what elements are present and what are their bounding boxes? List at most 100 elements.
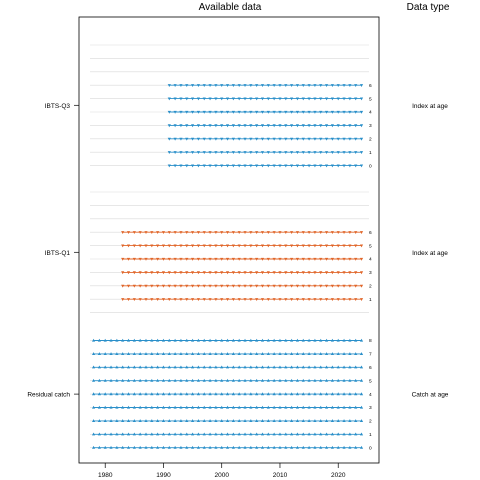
data-point-residual-catch-age-4-1978 (91, 392, 96, 396)
data-point-residual-catch-age-8-2004 (243, 338, 247, 342)
data-point-residual-catch-age-4-1996 (196, 392, 201, 396)
data-point-residual-catch-age-8-2008 (266, 338, 270, 342)
data-point-ibts-q1-age-6-1984 (126, 231, 131, 234)
data-point-residual-catch-age-2-1991 (167, 419, 171, 422)
data-point-ibts-q1-age-5-1989 (156, 244, 160, 248)
data-point-residual-catch-age-4-2001 (225, 392, 230, 396)
data-point-ibts-q3-age-1-2003 (237, 151, 241, 154)
data-point-residual-catch-age-3-2020 (336, 405, 340, 409)
data-point-residual-catch-age-8-2012 (290, 338, 294, 342)
data-point-residual-catch-age-6-1999 (214, 365, 218, 369)
data-point-residual-catch-age-0-1983 (121, 445, 125, 449)
data-point-ibts-q1-age-3-1990 (161, 271, 166, 275)
data-point-ibts-q3-age-2-2016 (313, 137, 317, 141)
age-label: 3 (369, 405, 372, 411)
data-point-ibts-q3-age-0-2007 (260, 164, 265, 168)
data-point-residual-catch-age-5-2015 (307, 378, 311, 382)
data-point-ibts-q3-age-3-2005 (249, 124, 253, 128)
data-point-ibts-q1-age-6-2003 (237, 231, 241, 234)
data-point-ibts-q1-age-5-1991 (167, 244, 171, 248)
data-point-ibts-q1-age-2-1998 (208, 284, 212, 288)
data-point-residual-catch-age-1-2017 (319, 432, 323, 436)
data-point-residual-catch-age-6-1994 (185, 365, 189, 369)
data-point-ibts-q1-age-1-2008 (266, 298, 270, 301)
data-point-ibts-q3-age-5-1991 (167, 97, 171, 101)
data-point-ibts-q3-age-6-2012 (290, 84, 294, 87)
data-point-residual-catch-age-5-1996 (196, 378, 201, 382)
data-point-ibts-q1-age-4-1993 (179, 257, 183, 261)
data-point-residual-catch-age-3-1982 (115, 405, 119, 409)
data-point-ibts-q3-age-0-1994 (185, 164, 189, 168)
data-point-residual-catch-age-1-1980 (103, 432, 107, 436)
data-point-residual-catch-age-0-2017 (319, 445, 323, 449)
data-point-residual-catch-age-7-2018 (324, 352, 329, 355)
data-point-residual-catch-age-1-1985 (132, 432, 136, 436)
data-point-ibts-q1-age-1-1983 (121, 298, 125, 301)
data-point-residual-catch-age-1-2006 (255, 432, 259, 436)
data-point-residual-catch-age-5-2008 (266, 378, 270, 382)
data-point-ibts-q3-age-0-1996 (196, 164, 201, 168)
data-point-ibts-q1-age-2-1987 (144, 284, 148, 288)
data-point-ibts-q1-age-1-1989 (156, 298, 160, 301)
data-point-ibts-q3-age-0-2019 (330, 164, 334, 168)
data-point-ibts-q1-age-2-2019 (330, 284, 334, 288)
data-point-residual-catch-age-6-2012 (290, 365, 294, 369)
data-point-ibts-q3-age-0-2005 (249, 164, 253, 168)
data-point-ibts-q1-age-4-2001 (225, 257, 230, 261)
data-point-residual-catch-age-2-1999 (214, 419, 218, 422)
data-point-ibts-q1-age-4-2023 (354, 257, 358, 261)
data-point-residual-catch-age-1-2010 (278, 432, 282, 436)
data-point-residual-catch-age-2-2008 (266, 419, 270, 422)
data-point-residual-catch-age-1-1982 (115, 432, 119, 436)
data-point-ibts-q1-age-2-2011 (284, 284, 288, 288)
data-point-ibts-q3-age-4-2015 (307, 110, 311, 114)
data-point-residual-catch-age-4-1990 (161, 392, 166, 396)
data-point-ibts-q1-age-4-2018 (324, 257, 329, 261)
age-label: 0 (369, 445, 372, 451)
data-point-residual-catch-age-0-1992 (173, 445, 177, 449)
data-point-residual-catch-age-0-2012 (290, 445, 294, 449)
data-point-ibts-q1-age-6-1993 (179, 231, 183, 234)
data-point-ibts-q1-age-4-2021 (342, 257, 346, 261)
data-point-residual-catch-age-6-1983 (121, 365, 125, 369)
data-point-residual-catch-age-8-2003 (237, 338, 241, 342)
data-point-residual-catch-age-8-1991 (167, 338, 171, 342)
data-point-ibts-q3-age-1-2018 (324, 151, 329, 154)
data-point-residual-catch-age-1-2014 (301, 432, 305, 436)
data-point-ibts-q1-age-1-2009 (272, 298, 276, 301)
data-point-ibts-q3-age-3-2021 (342, 124, 346, 128)
data-point-residual-catch-age-6-1997 (202, 365, 206, 369)
data-point-residual-catch-age-1-2011 (284, 432, 288, 436)
data-point-ibts-q1-age-2-2015 (307, 284, 311, 288)
data-point-residual-catch-age-2-2021 (342, 419, 346, 422)
data-point-ibts-q1-age-4-1983 (121, 257, 125, 261)
data-point-ibts-q3-age-5-2008 (266, 97, 270, 101)
data-point-residual-catch-age-6-1978 (91, 365, 96, 369)
data-point-ibts-q3-age-3-2023 (354, 124, 358, 128)
data-point-ibts-q1-age-4-2000 (220, 257, 224, 261)
data-point-ibts-q3-age-3-2010 (278, 124, 282, 128)
data-point-ibts-q3-age-1-2015 (307, 151, 311, 154)
data-point-ibts-q3-age-4-2007 (260, 110, 265, 114)
data-point-ibts-q1-age-2-1996 (196, 284, 201, 288)
data-point-ibts-q3-age-3-1999 (214, 124, 218, 128)
data-point-ibts-q3-age-0-2001 (225, 164, 230, 168)
data-point-ibts-q1-age-6-2020 (336, 231, 340, 234)
data-point-ibts-q1-age-3-2014 (301, 271, 305, 275)
data-point-ibts-q1-age-1-1998 (208, 298, 212, 301)
data-point-residual-catch-age-2-1990 (161, 419, 166, 422)
data-point-ibts-q3-age-4-2004 (243, 110, 247, 114)
data-point-ibts-q1-age-1-1986 (138, 298, 142, 301)
data-point-ibts-q3-age-5-2023 (354, 97, 358, 101)
data-point-ibts-q3-age-6-2004 (243, 84, 247, 87)
data-point-residual-catch-age-1-1983 (121, 432, 125, 436)
data-point-ibts-q1-age-3-2022 (348, 271, 352, 275)
data-point-residual-catch-age-7-1994 (185, 352, 189, 355)
data-point-residual-catch-age-1-2022 (348, 432, 352, 436)
series-layer: 6 5 4 3 2 1 0 6 5 4 3 2 1 8 7 6 5 4 3 2 1 0 (91, 83, 372, 451)
data-point-residual-catch-age-8-1996 (196, 338, 201, 342)
data-point-ibts-q3-age-2-2017 (319, 137, 323, 141)
data-point-residual-catch-age-0-2010 (278, 445, 282, 449)
data-point-ibts-q1-age-2-1995 (190, 284, 195, 288)
data-point-ibts-q3-age-3-2006 (255, 124, 259, 128)
